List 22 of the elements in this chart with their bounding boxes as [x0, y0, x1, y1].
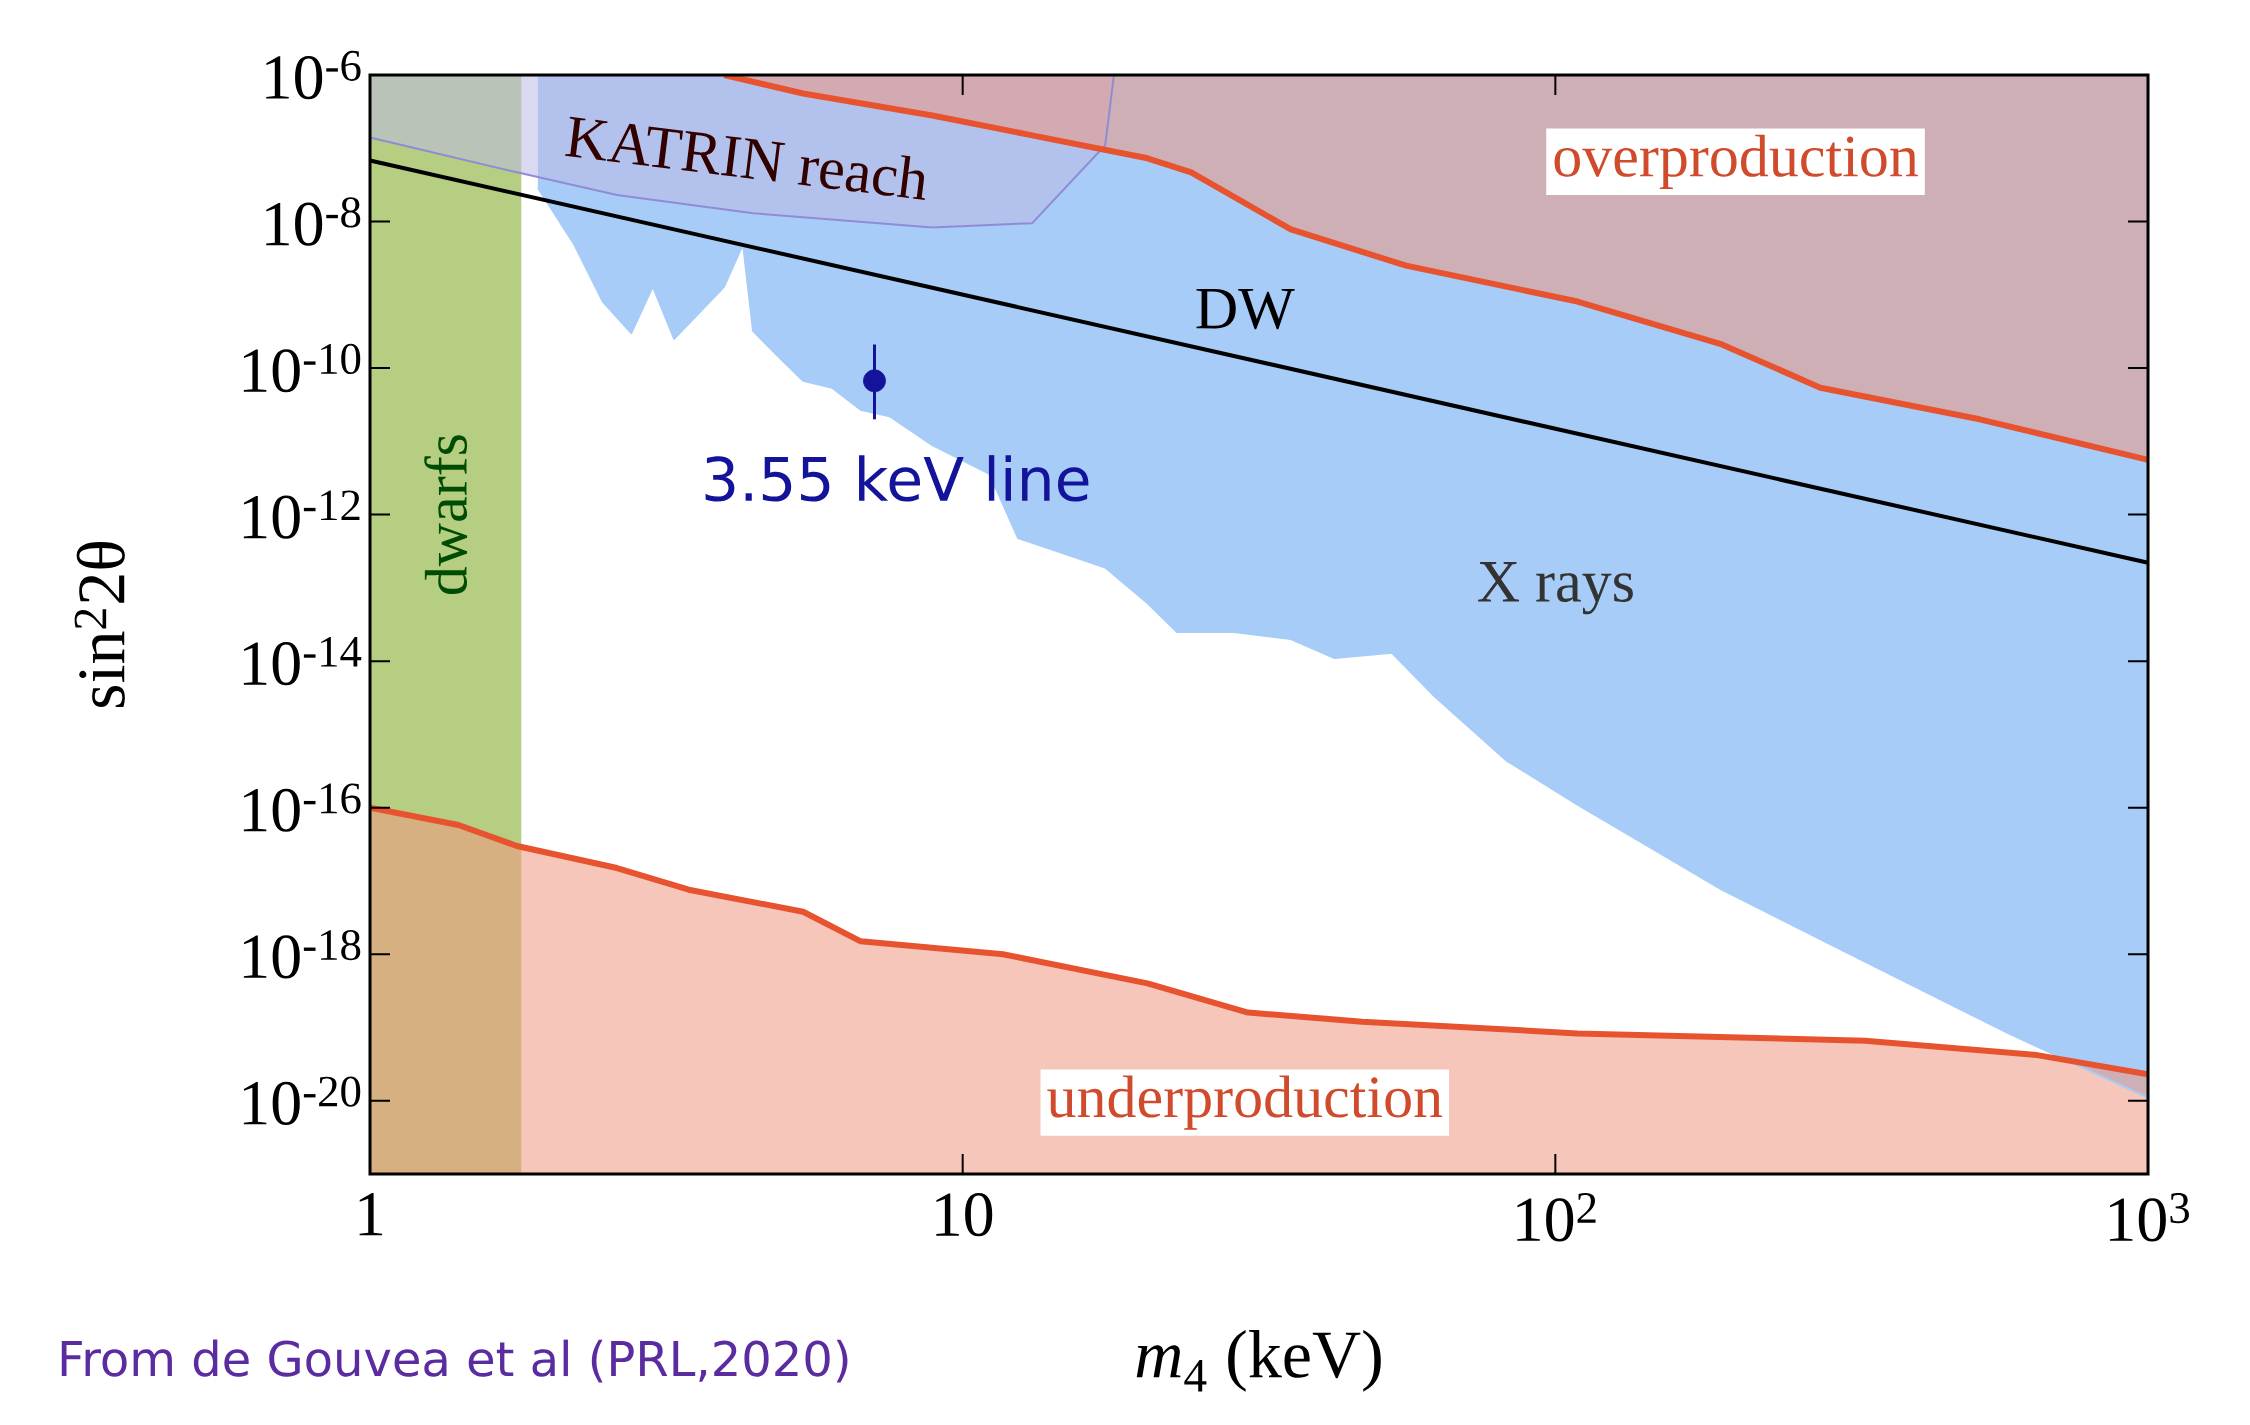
x-tick-label: 10$^{2}$ — [1517, 1193, 1596, 1242]
y-tick-label: 10$^{-12}$ — [243, 490, 360, 539]
y-tick-label: 10$^{-18}$ — [243, 929, 361, 979]
y-axis-title: sin$^{2}$2θ — [74, 542, 125, 708]
y-tick-label: 10$^{-10}$ — [243, 343, 361, 393]
x-tick-label: 10$^{3}$ — [2109, 1193, 2189, 1242]
y-tick-label: 10$^{-16}$ — [243, 783, 361, 832]
annotation: DW — [1196, 288, 1295, 330]
x-tick-label: 10 — [936, 1193, 993, 1237]
y-tick-label: 10$^{-20}$ — [243, 1076, 361, 1125]
y-tick-label: 10$^{-6}$ — [266, 50, 361, 100]
y-tick-label: 10$^{-8}$ — [266, 197, 361, 246]
annotation: X rays — [1478, 562, 1633, 615]
annotation: overproduction — [1554, 134, 1918, 190]
text: From de Gouvea et al (PRL,2020) — [61, 1339, 848, 1383]
annotation: 3.55 keV line — [705, 455, 1089, 502]
annotation: KATRIN reach — [565, 116, 925, 200]
x-tick-label: 1 — [359, 1193, 383, 1236]
band-label: dwarfs — [424, 435, 468, 595]
y-tick-label: 10$^{-14}$ — [243, 637, 362, 686]
x-axis-title: m$_{4}$ (keV) — [1136, 1330, 1381, 1392]
annotation: underproduction — [1047, 1075, 1443, 1130]
